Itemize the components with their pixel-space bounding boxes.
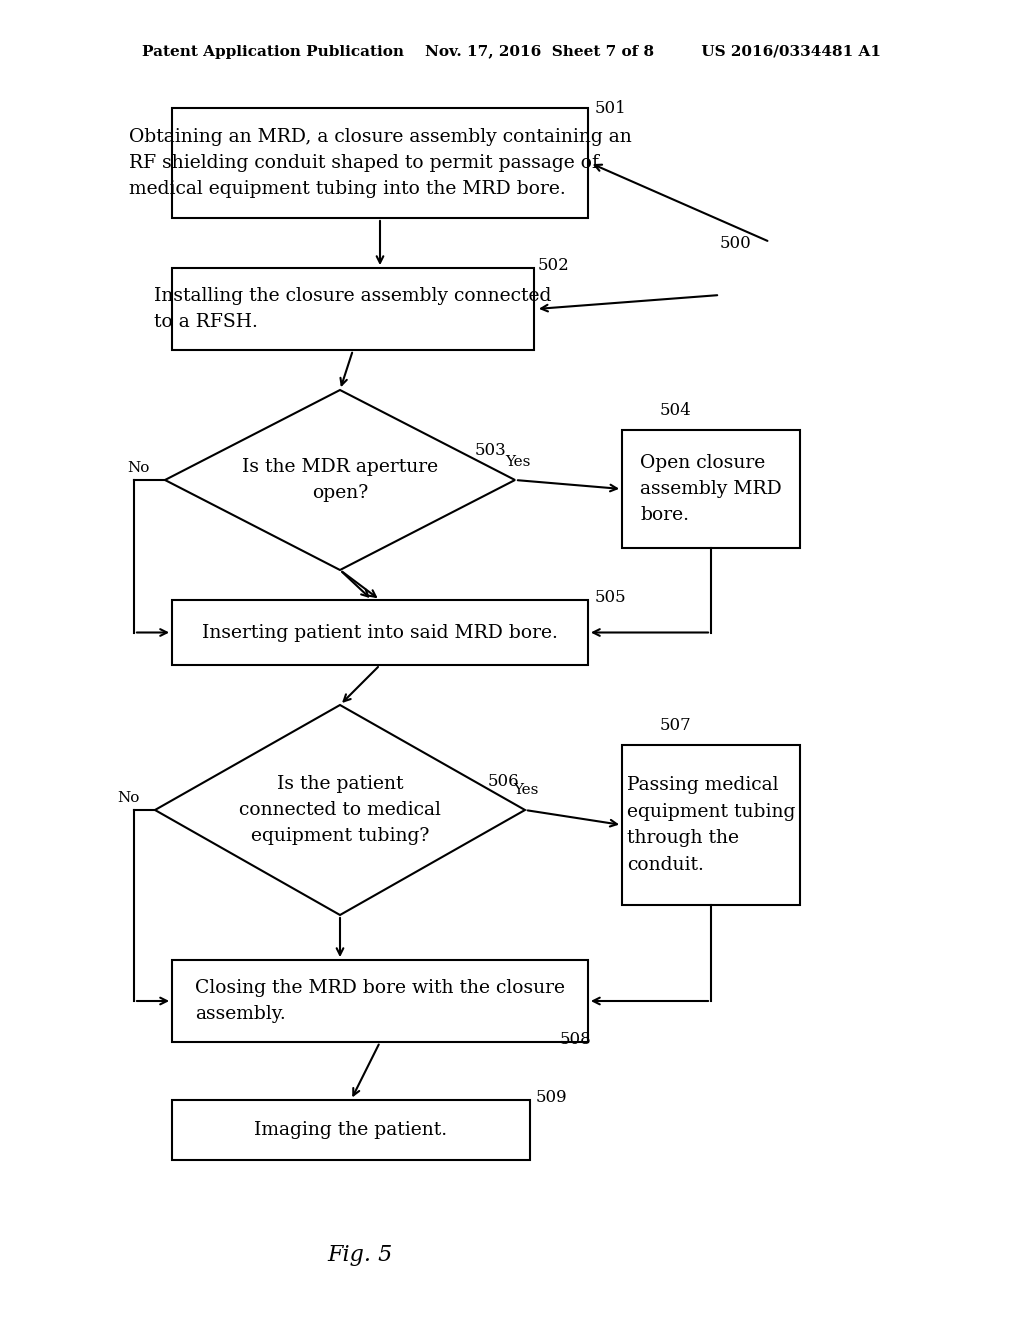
Text: Inserting patient into said MRD bore.: Inserting patient into said MRD bore. bbox=[202, 623, 558, 642]
Text: 504: 504 bbox=[660, 403, 692, 418]
Text: 506: 506 bbox=[488, 774, 519, 789]
Text: Closing the MRD bore with the closure
assembly.: Closing the MRD bore with the closure as… bbox=[195, 979, 565, 1023]
Text: Open closure
assembly MRD
bore.: Open closure assembly MRD bore. bbox=[640, 454, 782, 524]
Text: Yes: Yes bbox=[505, 455, 530, 469]
Bar bbox=[172, 108, 588, 218]
Text: Yes: Yes bbox=[513, 783, 539, 797]
Bar bbox=[622, 430, 800, 548]
Text: No: No bbox=[127, 461, 150, 475]
Text: Fig. 5: Fig. 5 bbox=[328, 1243, 392, 1266]
Text: Imaging the patient.: Imaging the patient. bbox=[254, 1121, 447, 1139]
Text: 500: 500 bbox=[720, 235, 752, 252]
Text: 503: 503 bbox=[475, 442, 507, 459]
Text: Is the MDR aperture
open?: Is the MDR aperture open? bbox=[242, 458, 438, 502]
Bar bbox=[172, 1100, 530, 1160]
Polygon shape bbox=[155, 705, 525, 915]
Text: 502: 502 bbox=[538, 257, 569, 275]
Text: Passing medical
equipment tubing
through the
conduit.: Passing medical equipment tubing through… bbox=[627, 776, 796, 874]
Text: Patent Application Publication    Nov. 17, 2016  Sheet 7 of 8         US 2016/03: Patent Application Publication Nov. 17, … bbox=[142, 45, 882, 59]
Text: Is the patient
connected to medical
equipment tubing?: Is the patient connected to medical equi… bbox=[239, 775, 441, 845]
Text: Obtaining an MRD, a closure assembly containing an
RF shielding conduit shaped t: Obtaining an MRD, a closure assembly con… bbox=[129, 128, 632, 198]
Bar bbox=[172, 268, 534, 350]
Bar bbox=[172, 960, 588, 1041]
Text: 505: 505 bbox=[595, 589, 627, 606]
Text: Installing the closure assembly connected
to a RFSH.: Installing the closure assembly connecte… bbox=[155, 286, 552, 331]
Text: 507: 507 bbox=[660, 717, 692, 734]
Bar bbox=[622, 744, 800, 906]
Text: 508: 508 bbox=[560, 1031, 592, 1048]
Bar bbox=[172, 601, 588, 665]
Text: 501: 501 bbox=[595, 100, 627, 117]
Text: No: No bbox=[117, 791, 139, 805]
Polygon shape bbox=[165, 389, 515, 570]
Text: 509: 509 bbox=[536, 1089, 567, 1106]
